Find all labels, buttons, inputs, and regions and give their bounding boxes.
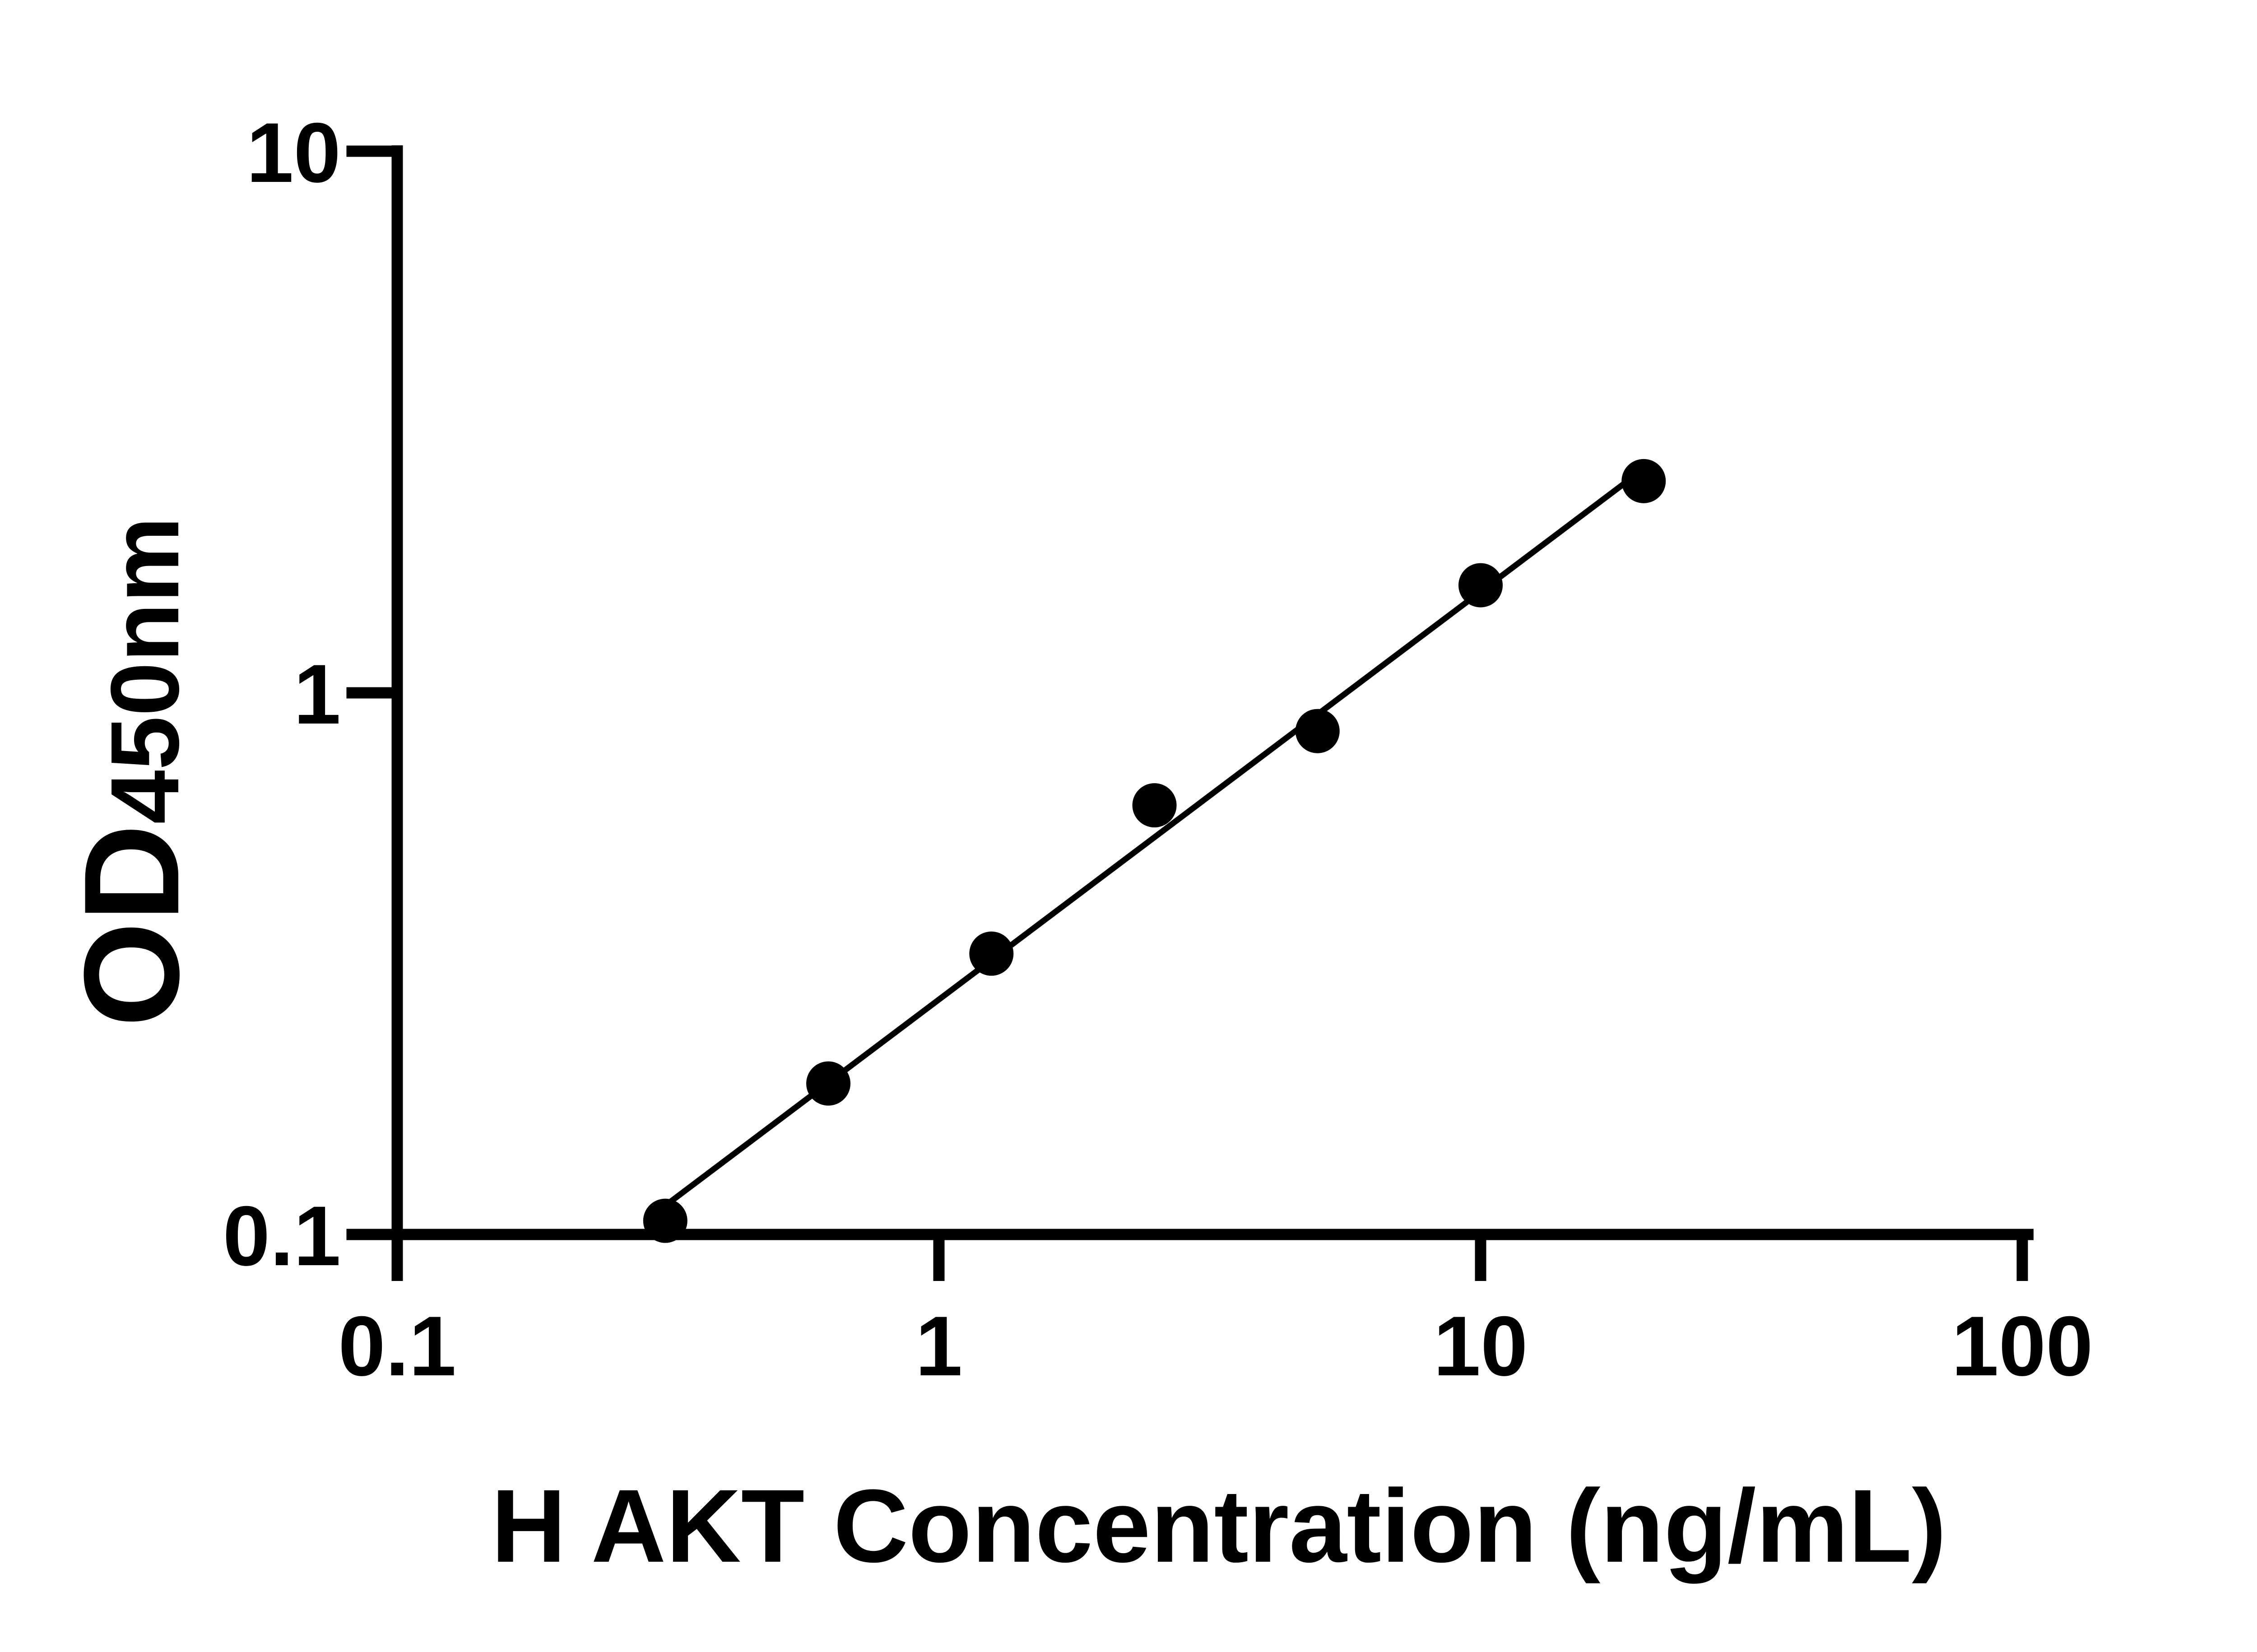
data-point: [1295, 709, 1340, 753]
y-tick-label: 10: [246, 105, 341, 200]
data-point: [1621, 459, 1666, 503]
x-axis-spine: [391, 1229, 2034, 1240]
x-axis-tick: [1475, 1229, 1486, 1281]
x-axis-title: H AKT Concentration (ng/mL): [491, 1468, 1946, 1584]
data-point: [1458, 563, 1503, 608]
y-tick-label: 0.1: [223, 1188, 341, 1283]
data-point: [643, 1198, 687, 1243]
x-tick-label: 0.1: [338, 1299, 456, 1393]
data-point: [806, 1061, 851, 1106]
y-axis-tick: [346, 1229, 392, 1240]
data-point: [1132, 783, 1177, 828]
x-tick-label: 1: [915, 1299, 963, 1393]
y-axis-tick: [346, 687, 392, 699]
x-tick-label: 10: [1433, 1299, 1528, 1393]
data-point: [969, 931, 1014, 976]
y-axis-title: OD450nm: [56, 516, 207, 1027]
y-axis-title-main: OD: [56, 824, 207, 1027]
plot-area: 10 1 0.1 0.1 1 10 100: [223, 105, 2093, 1393]
y-axis-title-sub: 450nm: [90, 516, 199, 824]
x-axis-tick: [2016, 1229, 2028, 1281]
y-tick-label: 1: [293, 647, 341, 742]
x-tick-label: 100: [1951, 1299, 2093, 1393]
x-axis-tick: [933, 1229, 945, 1281]
y-axis-spine: [391, 145, 403, 1281]
y-axis-tick: [346, 145, 392, 157]
